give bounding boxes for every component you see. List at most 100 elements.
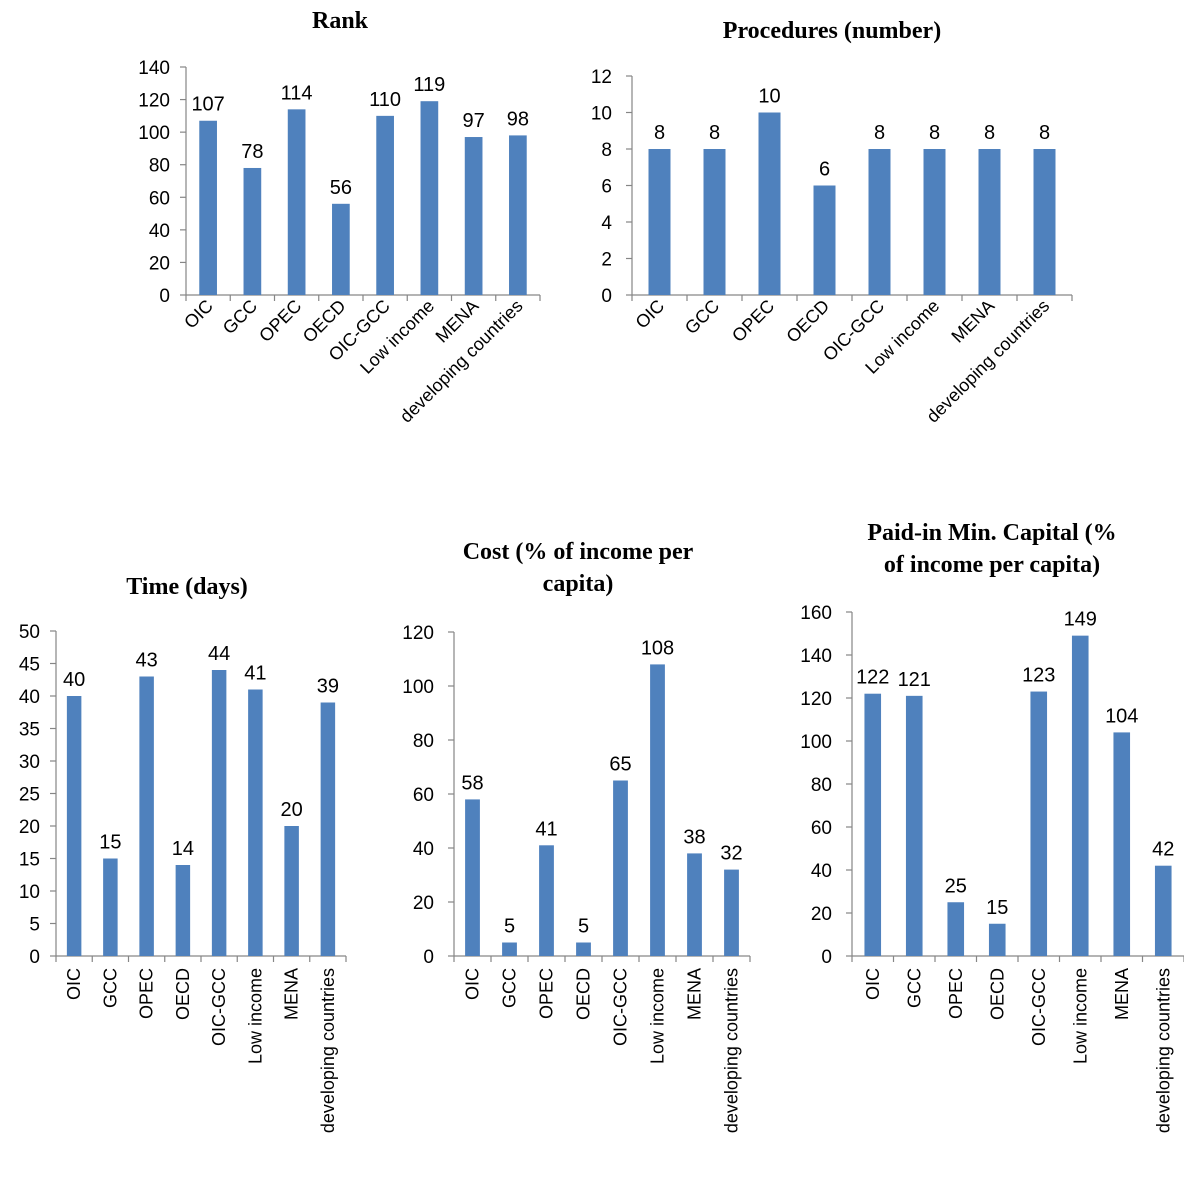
y-tick-label: 35 <box>19 720 40 741</box>
data-label: 104 <box>1105 705 1138 727</box>
y-tick-label: 100 <box>800 732 832 753</box>
category-label: OPEC <box>946 968 966 1019</box>
y-tick-label: 30 <box>19 752 40 773</box>
bar <box>420 101 439 295</box>
y-tick-label: 40 <box>149 221 170 242</box>
category-label: OECD <box>782 296 833 347</box>
bar <box>1033 149 1056 295</box>
data-label: 8 <box>1039 122 1050 144</box>
data-label: 65 <box>609 754 631 776</box>
data-label: 122 <box>856 667 889 689</box>
bar <box>175 865 191 956</box>
chart-panel: Time (days) 0 5 10 15 20 25 30 35 40 45 50 40 OIC 15 GC… <box>19 574 347 1133</box>
bar <box>320 702 336 956</box>
y-tick-label: 60 <box>149 188 170 209</box>
data-label: 58 <box>461 772 483 794</box>
data-label: 8 <box>874 122 885 144</box>
data-label: 110 <box>369 89 401 111</box>
bar <box>1071 635 1089 956</box>
y-tick-label: 45 <box>19 655 40 676</box>
chart-panel: Procedures (number) 0 2 4 6 8 10 12 8 OIC 8 GCC 10 OP… <box>591 18 1073 427</box>
data-label: 41 <box>535 818 557 840</box>
data-label: 42 <box>1152 839 1174 861</box>
data-label: 108 <box>641 637 674 659</box>
y-tick-label: 2 <box>601 250 612 271</box>
data-label: 121 <box>898 669 931 691</box>
bar <box>509 135 527 295</box>
category-label: GCC <box>904 968 924 1008</box>
data-label: 8 <box>984 122 995 144</box>
bar <box>687 853 702 956</box>
y-tick-label: 20 <box>149 253 170 274</box>
y-tick-label: 20 <box>19 817 40 838</box>
data-label: 43 <box>136 650 158 672</box>
category-label: MENA <box>947 296 998 347</box>
category-label: Low income <box>1070 968 1090 1064</box>
y-tick-label: 80 <box>413 731 434 752</box>
bar <box>758 112 781 295</box>
bar <box>978 149 1001 295</box>
category-label: developing countries <box>722 968 742 1133</box>
chart-panel: Cost (% of income per capita) 0 20 40 60 80 100… <box>402 539 751 1133</box>
y-tick-label: 100 <box>402 677 434 698</box>
bar <box>103 858 118 956</box>
bar <box>864 693 882 956</box>
data-label: 8 <box>709 122 720 144</box>
category-label: developing countries <box>1153 968 1173 1133</box>
data-label: 78 <box>241 141 263 163</box>
y-tick-label: 80 <box>811 775 832 796</box>
data-label: 40 <box>63 669 85 691</box>
data-label: 119 <box>413 74 445 96</box>
bar <box>287 109 306 295</box>
chart-title: of income per capita) <box>884 552 1100 578</box>
y-tick-label: 20 <box>811 904 832 925</box>
bar <box>211 670 227 956</box>
bar <box>648 149 671 295</box>
y-tick-label: 40 <box>413 839 434 860</box>
data-label: 98 <box>507 108 529 130</box>
bar <box>199 120 217 295</box>
data-label: 97 <box>463 110 485 132</box>
y-tick-label: 20 <box>413 893 434 914</box>
data-label: 107 <box>191 94 224 116</box>
category-label: OIC <box>64 968 84 1000</box>
chart-title: Procedures (number) <box>723 18 941 44</box>
y-tick-label: 0 <box>29 947 40 968</box>
data-label: 10 <box>758 86 780 108</box>
bar <box>502 942 517 956</box>
data-label: 8 <box>654 122 665 144</box>
y-tick-label: 50 <box>19 622 40 643</box>
bar <box>947 902 965 956</box>
data-label: 32 <box>720 843 742 865</box>
category-label: Low income <box>245 968 265 1064</box>
category-label: OIC <box>863 968 883 1000</box>
data-label: 41 <box>244 663 266 685</box>
y-tick-label: 100 <box>138 123 170 144</box>
category-label: OIC-GCC <box>1029 968 1049 1046</box>
bar <box>539 845 554 956</box>
bar <box>724 869 739 956</box>
category-label: developing countries <box>318 968 338 1133</box>
bar <box>465 799 480 956</box>
bar <box>576 942 591 956</box>
bar <box>923 149 946 295</box>
category-label: Low income <box>648 968 668 1064</box>
data-label: 114 <box>281 82 313 104</box>
y-tick-label: 80 <box>149 156 170 177</box>
y-tick-label: 5 <box>29 915 40 936</box>
data-label: 14 <box>172 838 194 860</box>
category-label: OIC <box>632 296 669 333</box>
chart-title: Cost (% of income per <box>463 539 694 565</box>
bar <box>905 695 923 956</box>
bar <box>868 149 891 295</box>
data-label: 44 <box>208 643 230 665</box>
category-label: OPEC <box>137 968 157 1019</box>
bar <box>988 923 1006 956</box>
bar <box>1030 691 1048 956</box>
category-label: OPEC <box>728 296 778 346</box>
y-tick-label: 0 <box>601 286 612 307</box>
y-tick-label: 10 <box>591 104 612 125</box>
data-label: 38 <box>683 826 705 848</box>
category-label: OECD <box>987 968 1007 1020</box>
bar <box>248 689 263 956</box>
